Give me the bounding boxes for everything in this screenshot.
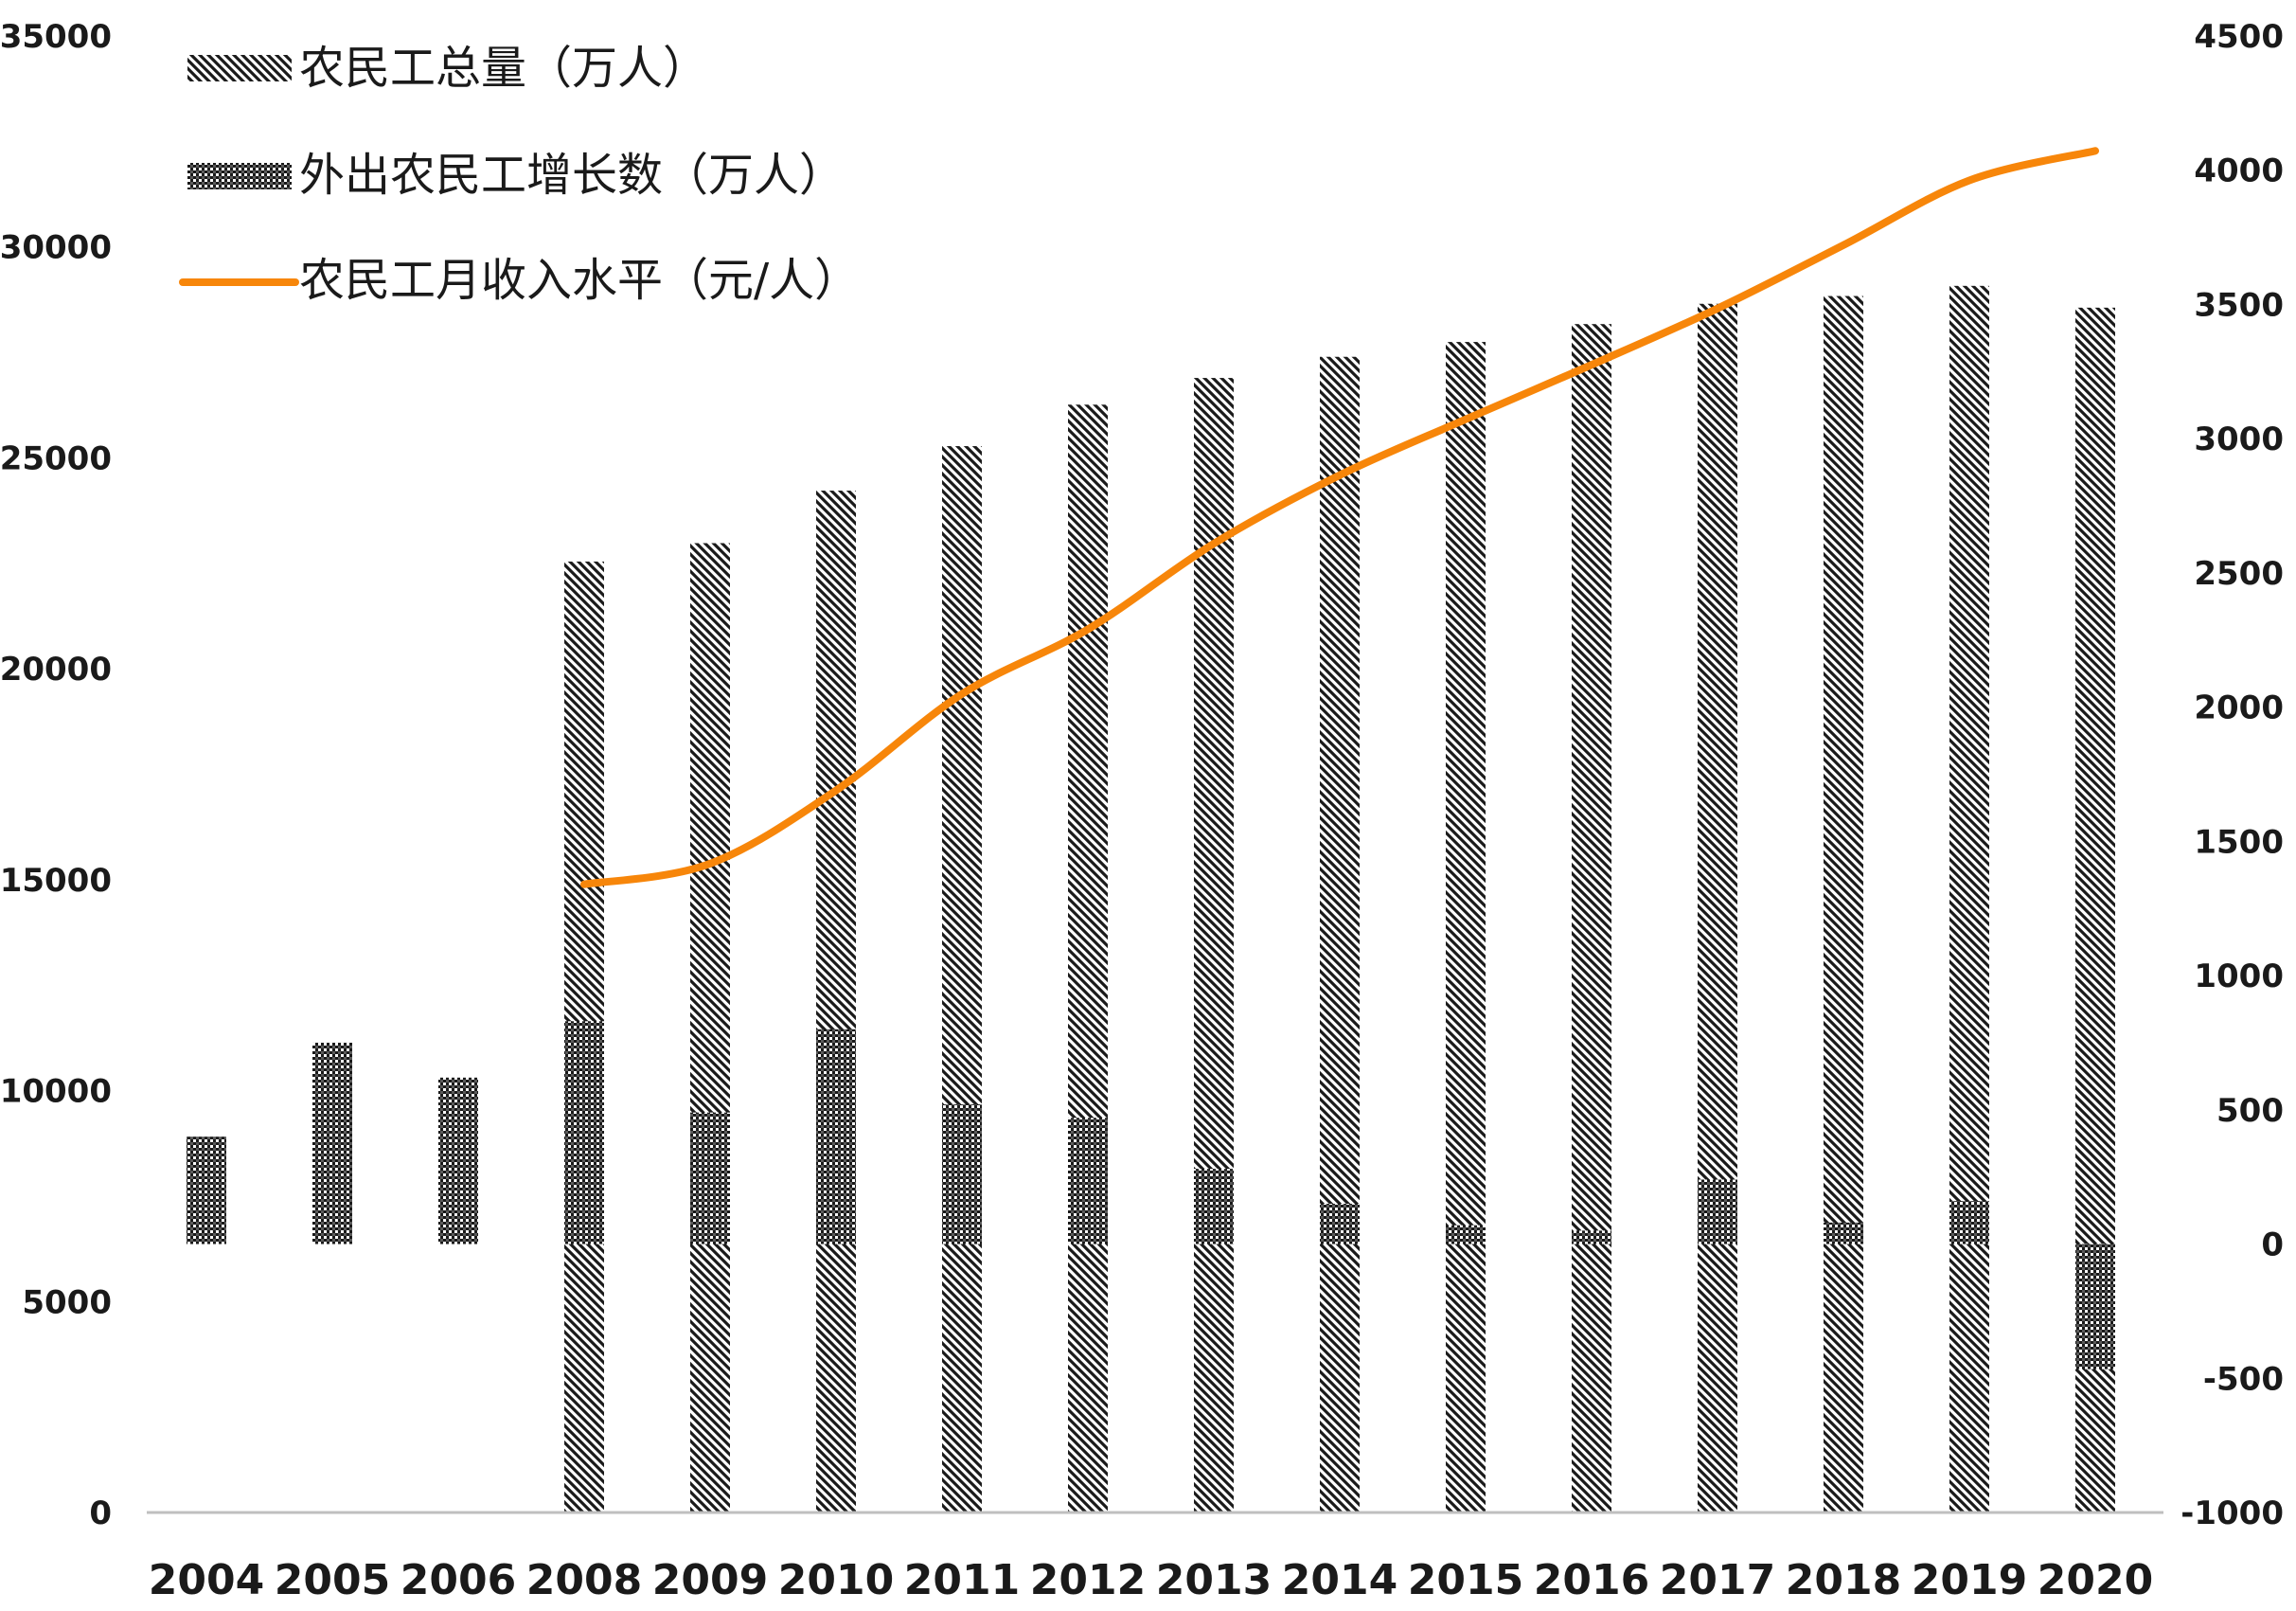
growth-bar [1698,1179,1737,1244]
x-tick-label: 2005 [275,1556,390,1604]
left-tick-label: 10000 [0,1073,112,1111]
growth-bar [942,1104,982,1244]
x-tick-label: 2011 [904,1556,1020,1604]
growth-bar [690,1112,730,1244]
x-tick-label: 2012 [1030,1556,1146,1604]
right-tick-label: -1000 [2180,1495,2284,1532]
total-bar [1572,324,1611,1513]
right-tick-label: 4000 [2194,152,2284,190]
total-bar [816,491,856,1513]
growth-bar [1320,1204,1360,1244]
right-tick-label: 0 [2261,1226,2284,1264]
total-bar [1698,303,1737,1513]
total-bar [1068,404,1108,1513]
growth-bar [1446,1225,1486,1244]
growth-bar [187,1137,226,1244]
x-tick-label: 2004 [149,1556,264,1604]
left-tick-label: 5000 [22,1283,112,1321]
growth-bar [816,1029,856,1244]
right-tick-label: 3000 [2194,421,2284,458]
income-line [580,147,2099,888]
growth-bars [187,1021,2115,1369]
x-axis: 2004 2005 2006 2008 2009 2010 2011 2012 2013 2014… [149,1556,2153,1604]
legend-swatch-total [187,55,292,81]
right-tick-label: 1500 [2194,823,2284,861]
right-tick-label: 1000 [2194,958,2284,995]
legend-swatch-growth [187,163,292,189]
x-tick-label: 2018 [1786,1556,1901,1604]
total-bar [942,446,982,1513]
left-axis: 0 5000 10000 15000 20000 25000 30000 35000 [0,18,112,1532]
growth-bar [1194,1169,1234,1244]
left-tick-label: 25000 [0,439,112,477]
x-tick-label: 2009 [652,1556,768,1604]
left-tick-label: 20000 [0,651,112,689]
total-bar [1949,285,1989,1513]
right-tick-label: 3500 [2194,286,2284,324]
right-axis: -1000 -500 0 500 1000 1500 2000 2500 3000 3500 400… [2180,18,2284,1532]
right-tick-label: 2500 [2194,555,2284,593]
growth-bar [1949,1201,1989,1244]
legend-label-income: 农民工月收入水平（元/人） [299,254,860,307]
growth-bar [1068,1118,1108,1244]
x-tick-label: 2016 [1534,1556,1649,1604]
legend-item-income: 农民工月收入水平（元/人） [179,254,860,307]
right-tick-label: 500 [2216,1092,2284,1130]
left-tick-label: 0 [89,1495,112,1532]
left-tick-label: 15000 [0,862,112,900]
legend-label-total: 农民工总量（万人） [299,42,708,95]
growth-bar [1824,1222,1863,1244]
growth-bar [312,1042,352,1244]
left-tick-label: 35000 [0,18,112,56]
x-tick-label: 2020 [2038,1556,2153,1604]
x-tick-label: 2015 [1408,1556,1523,1604]
x-tick-label: 2019 [1912,1556,2027,1604]
x-tick-label: 2010 [778,1556,894,1604]
total-bar [1194,378,1234,1513]
x-tick-label: 2006 [400,1556,516,1604]
x-tick-label: 2014 [1282,1556,1397,1604]
x-tick-label: 2017 [1660,1556,1775,1604]
right-tick-label: 4500 [2194,18,2284,56]
total-bar [1824,295,1863,1513]
legend-item-total: 农民工总量（万人） [187,42,708,95]
growth-bar [2075,1244,2115,1369]
legend-item-growth: 外出农民工增长数（万人） [187,149,845,202]
growth-bar [438,1077,478,1244]
growth-bar [564,1021,604,1244]
x-tick-label: 2008 [526,1556,642,1604]
right-tick-label: 2000 [2194,689,2284,727]
income-line-layer [580,147,2099,888]
right-tick-label: -500 [2203,1360,2284,1398]
growth-bar [1572,1230,1611,1244]
total-bar [1320,356,1360,1513]
total-bars [564,285,2115,1513]
x-tick-label: 2013 [1156,1556,1272,1604]
total-bar [1446,342,1486,1513]
legend-label-growth: 外出农民工增长数（万人） [299,149,845,202]
left-tick-label: 30000 [0,229,112,267]
legend: 农民工总量（万人） 外出农民工增长数（万人） 农民工月收入水平（元/人） [179,42,860,307]
total-bar [690,543,730,1513]
